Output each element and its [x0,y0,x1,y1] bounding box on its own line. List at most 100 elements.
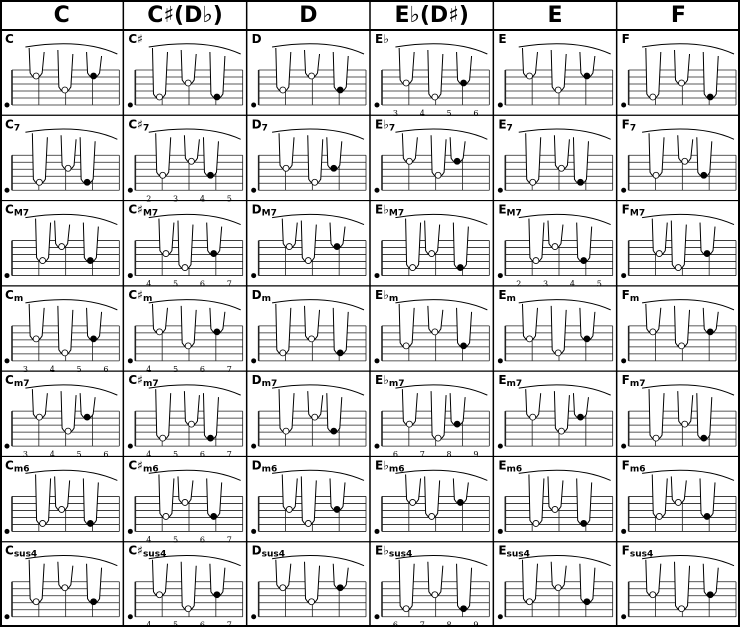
finger-dot [526,335,533,343]
finger [86,563,103,605]
fretboard [127,384,244,449]
finger-dot [678,342,685,350]
fret-number: 6 [473,109,478,118]
fretboard [374,299,490,364]
fret-number: 5 [77,450,82,459]
finger [651,474,668,519]
chord-name: FM7 [622,203,645,219]
finger-dot [64,427,72,435]
fretboard [251,469,367,534]
finger-dot [529,413,537,421]
palm [272,469,365,481]
finger [579,563,596,605]
finger-dot [83,413,91,421]
finger-dot [279,86,287,94]
open-dot [4,614,10,620]
finger-dot [279,349,287,357]
chord-name: Cm [5,288,23,304]
chord-suffix: 7 [143,123,149,133]
palm [148,213,241,226]
chord-suffix: sus4 [262,550,285,560]
chord-root: F [622,544,630,558]
finger-dot [330,164,338,172]
chord-root: C [5,32,14,46]
fret-number: 4 [146,621,151,627]
chord-name: C♯M7 [128,203,158,219]
finger [525,133,542,185]
fret-number: 4 [420,109,425,118]
fret-number: 8 [447,450,452,459]
open-dot [4,358,10,364]
fretboard [251,128,367,193]
finger-dot [674,499,682,506]
fretboard [4,384,120,449]
chord-suffix: m7 [143,379,159,389]
fretboard [374,213,490,279]
finger-dot [529,178,537,186]
chord-name: Dsus4 [252,544,285,560]
open-dot [127,187,133,193]
chord-name: D7 [252,117,268,133]
finger-dot [532,520,540,527]
finger [79,137,96,185]
fretboard [251,384,367,449]
finger-dot [64,164,72,172]
finger-dot [431,328,439,336]
finger [645,47,662,100]
finger [300,476,317,526]
chord-root: C [5,117,14,131]
chord-suffix: M7 [630,209,645,219]
finger-dot [402,342,410,350]
chord-root: E [498,203,506,217]
fretboard [127,43,244,108]
chord-name: E♭ [375,32,389,46]
finger [82,478,99,526]
chord-name: Dm7 [252,373,278,389]
fret-number: 5 [173,621,178,627]
fret-number: 5 [597,280,602,289]
finger-dot [402,605,410,613]
fret-number: 7 [227,621,232,627]
open-dot [621,443,627,449]
fretboard [497,555,614,620]
finger-dot [90,72,97,80]
fretboard [374,555,490,620]
fret-number: 7 [420,450,425,459]
finger-dot [532,257,540,264]
chord-suffix: m [630,294,639,304]
finger-dot [706,328,714,336]
chord-name: E♭sus4 [375,544,412,560]
chord-name: Dm [252,288,271,304]
fret-number: 3 [173,194,178,203]
open-dot [4,273,10,279]
finger [304,561,321,605]
chord-name: E♭m [375,288,398,304]
fretboard [497,469,614,534]
finger-dot [402,79,410,87]
chord-suffix: 7 [507,123,513,133]
finger-dot [311,413,319,421]
finger-dot [678,605,685,613]
finger-dot [526,72,533,80]
open-dot [127,358,133,364]
finger-dot [336,349,344,357]
finger-dot [700,434,708,442]
chord-suffix: m6 [14,464,30,474]
fretboard [621,384,737,449]
palm [395,299,488,311]
chord-suffix: sus4 [14,550,37,560]
finger [275,47,292,93]
palm [642,555,735,567]
chord-name: C♯ [128,32,143,46]
fret-number: 5 [77,365,82,374]
finger [278,133,295,171]
finger [528,474,545,526]
palm [272,299,365,311]
fretboard [4,128,120,193]
finger [702,51,719,100]
fretboard [621,213,737,279]
chord-root: C [5,288,14,302]
palm [395,213,488,226]
chord-name: F7 [622,117,636,133]
